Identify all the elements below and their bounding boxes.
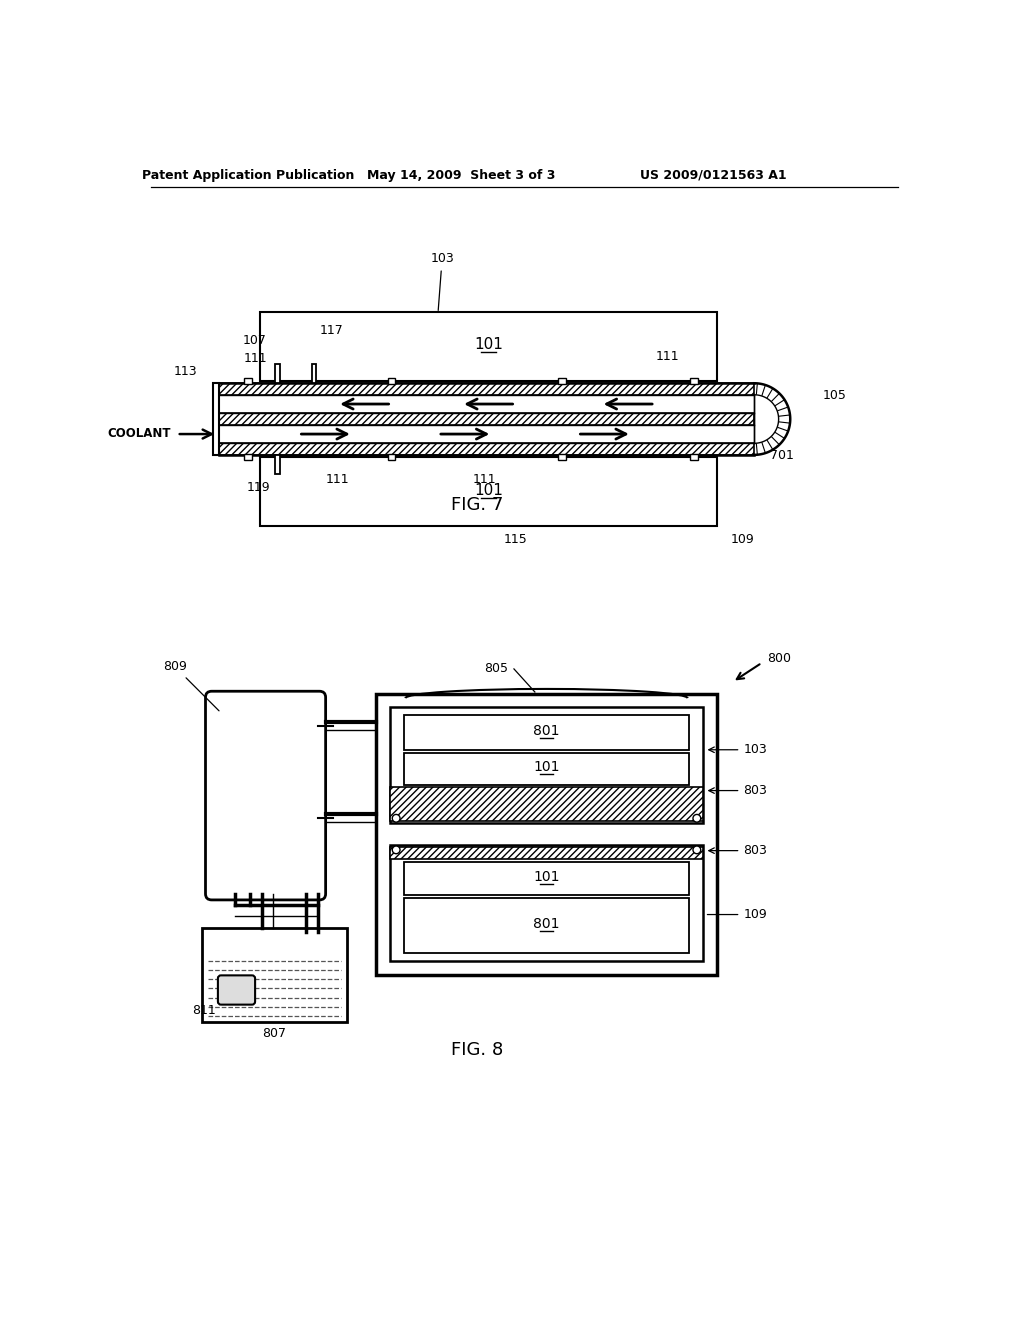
- Text: COOLANT: COOLANT: [108, 426, 171, 440]
- Bar: [558, 378, 566, 384]
- Bar: [390, 845, 703, 961]
- Bar: [390, 787, 703, 821]
- Bar: [403, 715, 689, 750]
- Text: 803: 803: [709, 784, 767, 797]
- Text: 101: 101: [474, 483, 503, 498]
- Text: 801: 801: [534, 723, 560, 738]
- Bar: [690, 454, 697, 461]
- Text: 111: 111: [655, 350, 679, 363]
- Text: 801: 801: [534, 917, 560, 931]
- Bar: [403, 898, 689, 953]
- Bar: [311, 364, 316, 383]
- Text: US 2009/0121563 A1: US 2009/0121563 A1: [640, 169, 786, 182]
- Text: 103: 103: [709, 743, 767, 756]
- Text: 107: 107: [243, 334, 266, 347]
- Circle shape: [693, 814, 700, 822]
- Text: 807: 807: [262, 1027, 287, 1040]
- FancyBboxPatch shape: [218, 975, 255, 1005]
- Bar: [260, 312, 717, 381]
- Bar: [219, 413, 755, 425]
- Text: 109: 109: [708, 908, 767, 921]
- Text: 111: 111: [326, 473, 349, 486]
- Bar: [388, 378, 395, 384]
- Text: 111: 111: [473, 473, 497, 486]
- FancyBboxPatch shape: [206, 692, 326, 900]
- Text: May 14, 2009  Sheet 3 of 3: May 14, 2009 Sheet 3 of 3: [367, 169, 555, 182]
- Bar: [376, 693, 717, 974]
- Text: 101: 101: [534, 760, 560, 775]
- Bar: [219, 444, 755, 455]
- Circle shape: [392, 846, 400, 854]
- Bar: [245, 454, 252, 461]
- Text: FIG. 7: FIG. 7: [451, 496, 503, 513]
- Bar: [388, 454, 395, 461]
- Bar: [558, 454, 566, 461]
- Text: 811: 811: [193, 1005, 216, 1018]
- Bar: [213, 383, 219, 455]
- Bar: [275, 455, 280, 474]
- Bar: [202, 928, 347, 1022]
- Text: 701: 701: [770, 449, 794, 462]
- Text: FIG. 8: FIG. 8: [451, 1041, 503, 1059]
- Text: Patent Application Publication: Patent Application Publication: [142, 169, 354, 182]
- Bar: [403, 752, 689, 785]
- Text: 105: 105: [823, 389, 847, 403]
- Bar: [390, 847, 703, 859]
- Text: 809: 809: [163, 660, 219, 711]
- Circle shape: [693, 846, 700, 854]
- Circle shape: [392, 814, 400, 822]
- Text: 111: 111: [244, 352, 267, 366]
- Text: 805: 805: [483, 663, 508, 676]
- Text: 117: 117: [319, 325, 343, 338]
- Bar: [690, 378, 697, 384]
- Text: 109: 109: [731, 533, 755, 546]
- Text: 119: 119: [247, 480, 270, 494]
- Bar: [275, 364, 280, 383]
- Bar: [260, 457, 717, 527]
- Text: 101: 101: [474, 337, 503, 352]
- Text: 800: 800: [767, 652, 792, 665]
- Text: 103: 103: [430, 252, 454, 310]
- Bar: [390, 708, 703, 822]
- Bar: [403, 862, 689, 895]
- Text: 115: 115: [504, 533, 527, 546]
- Text: 101: 101: [534, 870, 560, 884]
- Text: 113: 113: [174, 366, 198, 379]
- Bar: [219, 383, 755, 395]
- Bar: [245, 378, 252, 384]
- Text: 803: 803: [709, 843, 767, 857]
